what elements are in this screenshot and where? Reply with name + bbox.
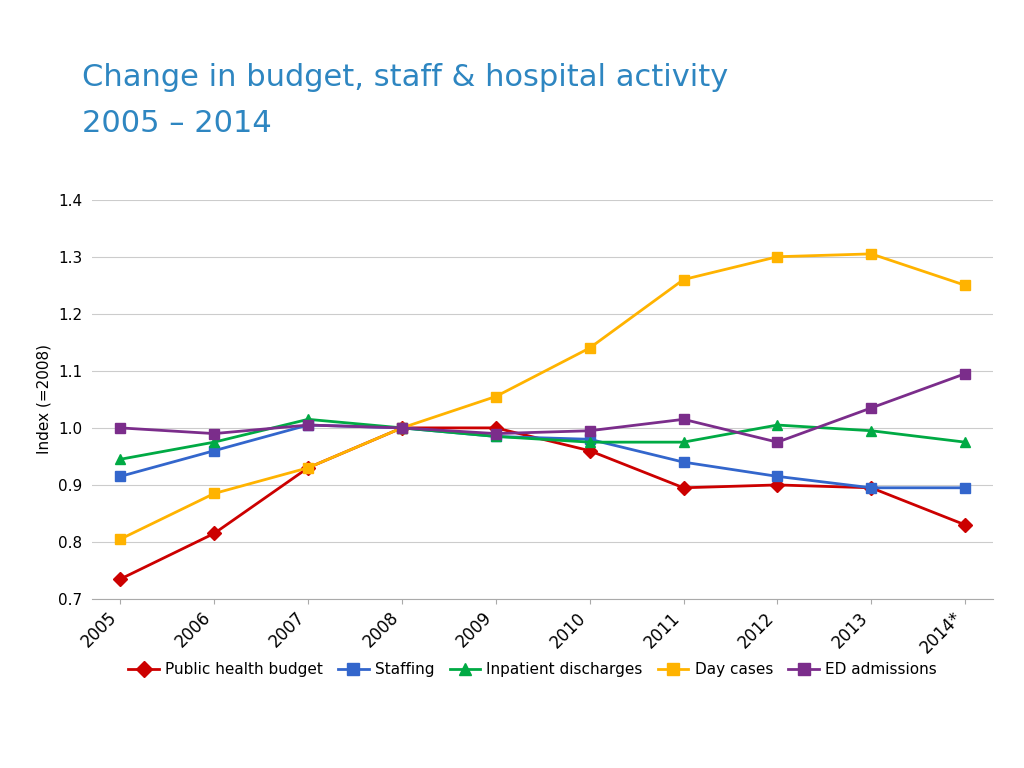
Text: Change in budget, staff & hospital activity: Change in budget, staff & hospital activ…	[82, 63, 728, 92]
Text: Trinity College Dublin,: Trinity College Dublin,	[23, 743, 212, 757]
Text: 2005 – 2014: 2005 – 2014	[82, 109, 271, 138]
Text: The University of Dublin: The University of Dublin	[164, 743, 353, 757]
Y-axis label: Index (=2008): Index (=2008)	[36, 344, 51, 455]
Legend: Public health budget, Staffing, Inpatient discharges, Day cases, ED admissions: Public health budget, Staffing, Inpatien…	[122, 657, 943, 684]
